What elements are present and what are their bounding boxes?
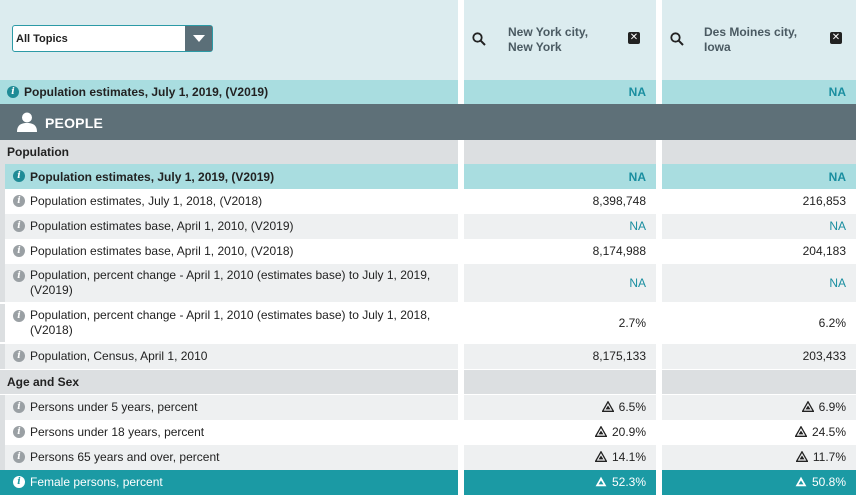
row-value-ny: 8,175,133: [592, 349, 646, 363]
location-name-new-york: New York city, New York: [508, 25, 589, 54]
section-people[interactable]: PEOPLE: [0, 104, 856, 140]
flag-warning-icon: [595, 476, 607, 487]
group-population[interactable]: Population: [0, 140, 856, 164]
info-icon[interactable]: i: [13, 451, 25, 463]
row-value-ny: 52.3%: [595, 475, 646, 489]
group-label: Age and Sex: [7, 375, 80, 389]
pinned-row-label: Population estimates, July 1, 2019, (V20…: [24, 85, 269, 99]
location-header-des-moines: Des Moines city, Iowa ✕: [662, 0, 856, 80]
row-label: Persons under 18 years, percent: [30, 425, 205, 439]
info-icon[interactable]: i: [13, 220, 25, 232]
row-value-ny: NA: [628, 170, 646, 184]
info-icon[interactable]: i: [13, 401, 25, 413]
pinned-row[interactable]: i Population estimates, July 1, 2019, (V…: [0, 80, 856, 104]
pinned-value-dm: NA: [828, 85, 846, 99]
row-value-ny: 2.7%: [618, 316, 646, 330]
table-row[interactable]: i Persons under 18 years, percent 20.9% …: [0, 420, 856, 445]
topic-dropdown-value: All Topics: [16, 32, 68, 45]
row-value-dm: NA: [828, 170, 846, 184]
row-label: Female persons, percent: [30, 475, 163, 489]
flag-warning-icon: [794, 426, 807, 437]
row-label: Persons under 5 years, percent: [30, 400, 198, 414]
info-icon[interactable]: i: [13, 245, 25, 257]
search-icon[interactable]: [472, 32, 486, 46]
table-row[interactable]: i Persons under 5 years, percent 6.5% 6.…: [0, 395, 856, 420]
table-header-row: All Topics New York city, New York ✕: [0, 0, 856, 80]
person-icon: [17, 112, 37, 132]
row-value-dm: 6.2%: [818, 316, 846, 330]
row-value-dm: 50.8%: [795, 475, 846, 489]
table-row-selected[interactable]: i Female persons, percent 52.3% 50.8%: [0, 470, 856, 495]
table-row[interactable]: i Population estimates base, April 1, 20…: [0, 214, 856, 239]
row-value-dm: NA: [829, 219, 846, 233]
close-icon[interactable]: ✕: [830, 32, 842, 44]
info-icon[interactable]: i: [13, 476, 25, 488]
row-value-dm: 24.5%: [794, 425, 846, 439]
row-label: Population estimates, July 1, 2019, (V20…: [30, 170, 275, 184]
table-row[interactable]: i Population estimates, July 1, 2018, (V…: [0, 189, 856, 214]
flag-warning-icon: [801, 401, 814, 412]
info-icon[interactable]: i: [13, 195, 25, 207]
row-value-dm: 204,183: [802, 244, 846, 258]
flag-warning-icon: [795, 476, 807, 487]
row-value-dm: NA: [829, 276, 846, 290]
row-value-ny: NA: [629, 276, 646, 290]
row-value-ny: 8,174,988: [592, 244, 646, 258]
row-value-ny: NA: [629, 219, 646, 233]
info-icon[interactable]: i: [13, 310, 25, 322]
location-header-new-york: New York city, New York ✕: [464, 0, 656, 80]
flag-warning-icon: [594, 451, 607, 462]
chevron-down-icon[interactable]: [185, 26, 212, 51]
topic-cell: All Topics: [0, 0, 458, 80]
info-icon[interactable]: i: [7, 86, 19, 98]
pinned-value-ny: NA: [628, 85, 646, 99]
row-value-ny: 6.5%: [601, 400, 646, 414]
flag-warning-icon: [601, 401, 614, 412]
table-row[interactable]: i Population estimates, July 1, 2019, (V…: [0, 164, 856, 189]
row-label: Population estimates base, April 1, 2010…: [30, 244, 294, 258]
info-icon[interactable]: i: [13, 426, 25, 438]
table-row[interactable]: i Population, percent change - April 1, …: [0, 264, 856, 302]
group-label: Population: [7, 145, 69, 159]
row-value-dm: 11.7%: [795, 450, 846, 464]
row-label: Population, percent change - April 1, 20…: [30, 268, 431, 297]
row-value-dm: 216,853: [802, 194, 846, 208]
table-row[interactable]: i Population, percent change - April 1, …: [0, 304, 856, 342]
flag-warning-icon: [594, 426, 607, 437]
group-age-and-sex[interactable]: Age and Sex: [0, 370, 856, 394]
row-value-ny: 14.1%: [594, 450, 646, 464]
row-label: Population estimates, July 1, 2018, (V20…: [30, 194, 263, 208]
info-icon[interactable]: i: [13, 270, 25, 282]
table-row[interactable]: i Population estimates base, April 1, 20…: [0, 239, 856, 264]
table-row[interactable]: i Population, Census, April 1, 2010 8,17…: [0, 344, 856, 369]
flag-warning-icon: [795, 451, 808, 462]
row-value-ny: 20.9%: [594, 425, 646, 439]
row-label: Population estimates base, April 1, 2010…: [30, 219, 294, 233]
table-row[interactable]: i Persons 65 years and over, percent 14.…: [0, 445, 856, 470]
info-icon[interactable]: i: [13, 350, 25, 362]
info-icon[interactable]: i: [13, 170, 25, 182]
topic-dropdown[interactable]: All Topics: [12, 25, 213, 52]
row-label: Persons 65 years and over, percent: [30, 450, 220, 464]
row-value-ny: 8,398,748: [592, 194, 646, 208]
row-value-dm: 6.9%: [801, 400, 846, 414]
row-label: Population, Census, April 1, 2010: [30, 349, 208, 363]
section-title: PEOPLE: [45, 115, 103, 131]
close-icon[interactable]: ✕: [628, 32, 640, 44]
row-label: Population, percent change - April 1, 20…: [30, 308, 431, 337]
row-value-dm: 203,433: [802, 349, 846, 363]
search-icon[interactable]: [670, 32, 684, 46]
location-name-des-moines: Des Moines city, Iowa: [704, 25, 798, 54]
